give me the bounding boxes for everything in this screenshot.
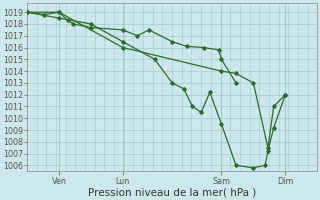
X-axis label: Pression niveau de la mer( hPa ): Pression niveau de la mer( hPa ) — [88, 187, 256, 197]
